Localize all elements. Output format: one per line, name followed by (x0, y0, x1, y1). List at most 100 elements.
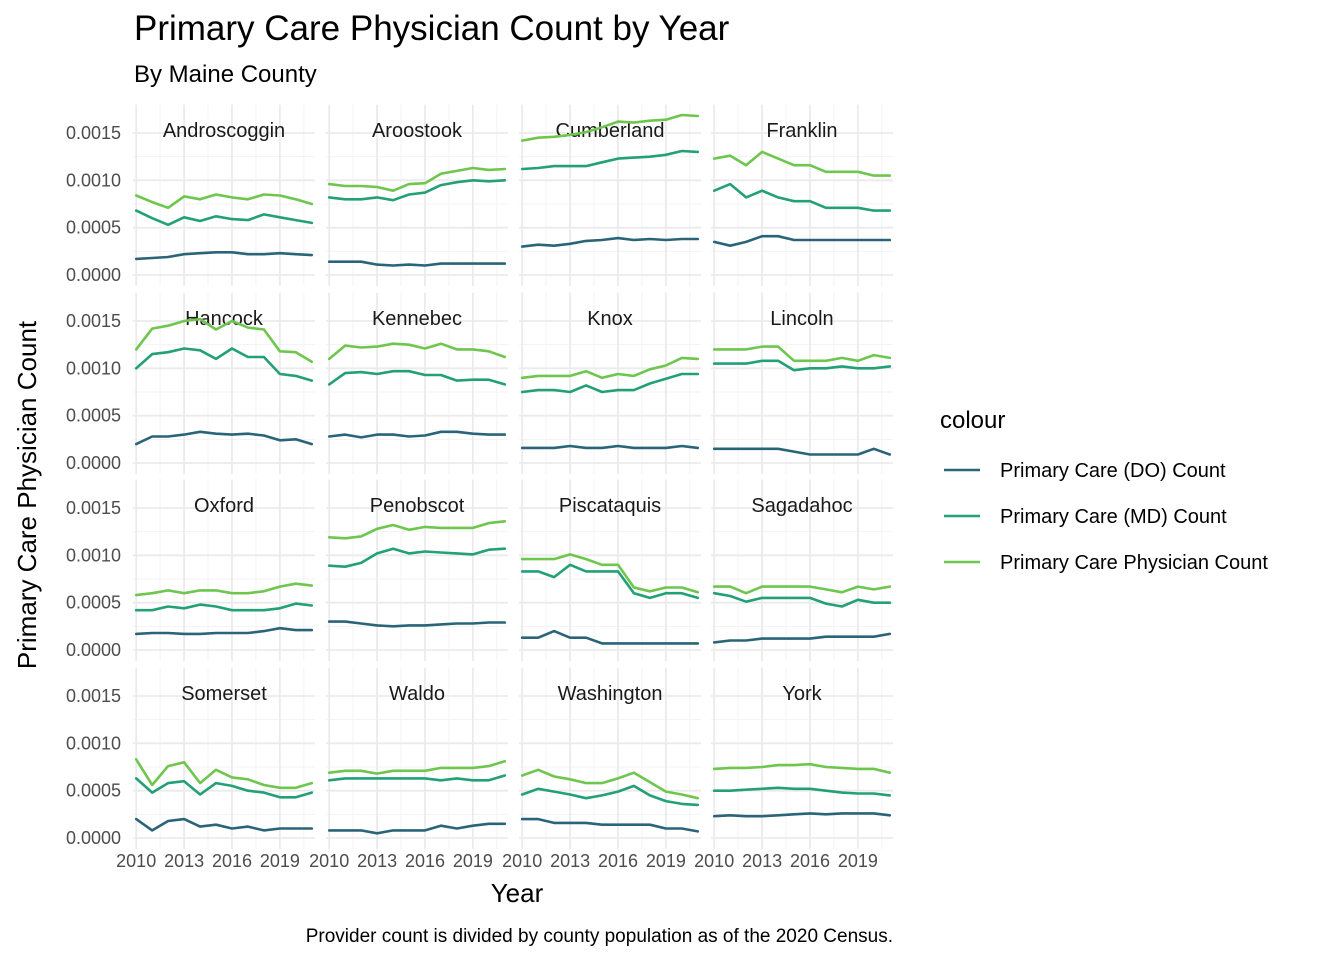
facet-strip-label: Somerset (181, 683, 267, 705)
series-line-total (712, 150, 892, 177)
facet-strip-label: Aroostook (372, 120, 463, 142)
x-tick-label: 2019 (453, 851, 493, 871)
x-tick-label: 2016 (212, 851, 252, 871)
legend-label: Primary Care (MD) Count (1000, 506, 1227, 528)
series-line-total (327, 759, 507, 775)
x-tick-label: 2013 (550, 851, 590, 871)
series-line-md (712, 786, 892, 797)
series-line-do (134, 626, 314, 636)
series-line-total (327, 166, 507, 192)
series-line-do (712, 812, 892, 818)
facet-panel: Androscoggin 0.0000 0.0005 0.0010 0.0015 (66, 104, 315, 286)
facet-panel: Penobscot (326, 479, 508, 661)
series-line-total (134, 193, 314, 210)
facet-panel: Hancock 0.0000 0.0005 0.0010 0.0015 (66, 292, 315, 474)
series-line-md (712, 182, 892, 212)
y-tick-label: 0.0000 (66, 453, 121, 473)
series-line-total (134, 582, 314, 597)
series-line-do (327, 260, 507, 267)
facet-panel: Knox (519, 292, 701, 474)
facet-strip-label: Oxford (194, 495, 254, 517)
y-tick-label: 0.0015 (66, 686, 121, 706)
y-tick-label: 0.0015 (66, 311, 121, 331)
series-line-total (327, 342, 507, 361)
series-line-md (134, 347, 314, 382)
y-tick-label: 0.0005 (66, 593, 121, 613)
x-axis-title: Year (491, 878, 544, 908)
x-tick-label: 2013 (164, 851, 204, 871)
chart-subtitle: By Maine County (134, 61, 317, 88)
legend-label: Primary Care Physician Count (1000, 552, 1268, 574)
y-tick-label: 0.0010 (66, 545, 121, 565)
facet-panel: Lincoln (711, 292, 893, 474)
series-line-do (327, 620, 507, 628)
facet-panel: Washington 2010 2013 2016 2019 (502, 667, 701, 871)
y-tick-label: 0.0015 (66, 123, 121, 143)
series-line-total (712, 585, 892, 595)
x-tick-label: 2016 (598, 851, 638, 871)
series-line-md (327, 369, 507, 386)
y-tick-label: 0.0010 (66, 358, 121, 378)
y-tick-label: 0.0000 (66, 828, 121, 848)
x-tick-label: 2010 (309, 851, 349, 871)
facet-panel: Waldo 2010 2013 2016 2019 (309, 667, 508, 871)
facet-strip-label: Knox (587, 308, 633, 330)
series-line-md (520, 784, 700, 807)
facet-strip-label: Penobscot (370, 495, 465, 517)
series-line-total (712, 345, 892, 363)
facet-strip-label: Sagadahoc (751, 495, 852, 517)
series-line-do (712, 632, 892, 644)
series-line-do (134, 817, 314, 832)
facet-panel: Kennebec (326, 292, 508, 474)
series-line-md (327, 774, 507, 782)
x-tick-label: 2010 (694, 851, 734, 871)
facet-strip-label: Waldo (389, 683, 445, 705)
series-line-md (134, 777, 314, 799)
series-line-total (327, 519, 507, 540)
legend: colour Primary Care (DO) Count Primary Ca… (940, 407, 1268, 574)
y-tick-label: 0.0010 (66, 170, 121, 190)
facet-panel: York 2010 2013 2016 2019 (694, 667, 893, 871)
series-line-md (134, 209, 314, 227)
facet-strip-label: York (782, 683, 822, 705)
facet-strip-label: Franklin (766, 120, 837, 142)
facet-strip-label: Piscataquis (559, 495, 661, 517)
series-line-do (712, 447, 892, 456)
series-line-total (520, 768, 700, 800)
facet-strip-label: Hancock (185, 308, 264, 330)
series-line-do (134, 251, 314, 261)
x-tick-label: 2010 (502, 851, 542, 871)
x-tick-label: 2019 (646, 851, 686, 871)
facet-panel: Sagadahoc (711, 479, 893, 661)
chart-title: Primary Care Physician Count by Year (134, 9, 730, 48)
series-line-total (520, 356, 700, 380)
facet-panel: Oxford 0.0000 0.0005 0.0010 0.0015 (66, 479, 315, 661)
series-line-do (327, 822, 507, 835)
series-line-do (520, 236, 700, 248)
series-line-do (520, 444, 700, 450)
series-line-md (134, 602, 314, 612)
series-line-md (520, 372, 700, 394)
facet-panel: Piscataquis (519, 479, 701, 661)
y-tick-label: 0.0005 (66, 406, 121, 426)
chart-caption: Provider count is divided by county popu… (306, 926, 893, 947)
facet-strip-label: Kennebec (372, 308, 462, 330)
legend-label: Primary Care (DO) Count (1000, 460, 1226, 482)
x-tick-label: 2013 (742, 851, 782, 871)
x-tick-label: 2019 (260, 851, 300, 871)
series-line-do (712, 234, 892, 247)
series-line-total (134, 758, 314, 790)
facet-strip-label: Washington (558, 683, 663, 705)
series-line-md (520, 149, 700, 171)
series-line-total (520, 113, 700, 142)
series-line-do (520, 817, 700, 833)
facet-panel: Aroostook (326, 104, 508, 286)
y-tick-label: 0.0000 (66, 640, 121, 660)
x-tick-label: 2016 (790, 851, 830, 871)
facet-panel: Franklin (711, 104, 893, 286)
series-line-do (327, 430, 507, 439)
facet-strip-label: Cumberland (556, 120, 665, 142)
x-tick-label: 2010 (116, 851, 156, 871)
facet-strip-label: Lincoln (770, 308, 833, 330)
facet-strip-label: Androscoggin (163, 120, 285, 142)
